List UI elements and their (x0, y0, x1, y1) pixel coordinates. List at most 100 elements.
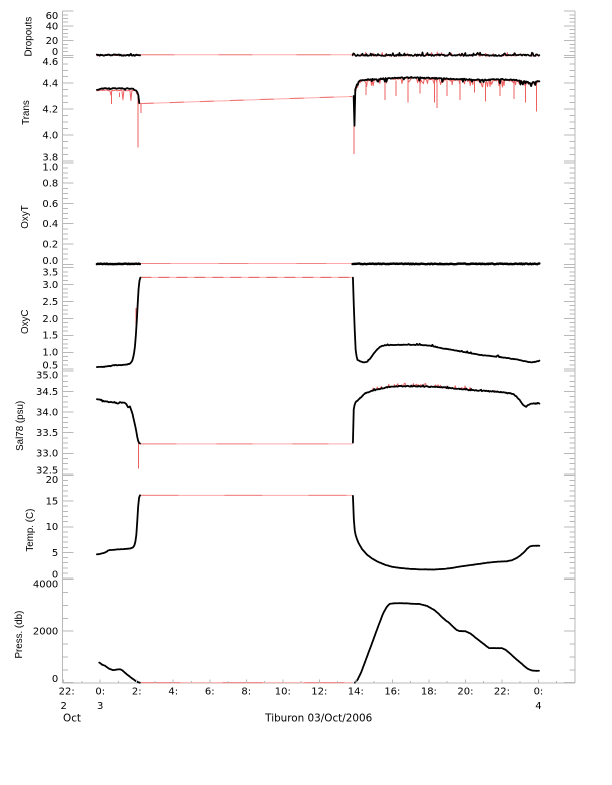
ytick-label: 10 (46, 522, 59, 533)
ytick-label: 20 (46, 475, 59, 486)
ytick-label: 20 (46, 36, 59, 47)
ylabel-oxyc: OxyC (20, 310, 31, 335)
series-oxyt-dive2 (351, 262, 541, 266)
series-trans-on-deck-gap-dashes (139, 95, 353, 105)
xtick-hour-label: 22: (59, 686, 75, 697)
ytick-label: 33.5 (36, 428, 58, 439)
ytick-label: 2.0 (42, 314, 58, 325)
panel-temp-data (96, 494, 541, 571)
month-label: Oct (63, 712, 81, 724)
ytick-label: 4.0 (42, 130, 58, 141)
xtick-day-label: 2 (60, 701, 66, 712)
ytick-label: 34.0 (36, 408, 58, 419)
ytick-label: 2000 (33, 627, 58, 638)
series-oxyt-dive1 (95, 262, 142, 266)
ytick-label: 0.6 (42, 199, 58, 210)
xtick-day-label: 3 (97, 701, 103, 712)
ytick-label: 0.4 (42, 219, 58, 230)
ytick-label: 1.0 (42, 348, 58, 359)
panel-press-ticks: 0 2000 4000 (33, 579, 575, 685)
ytick-label: 33.0 (36, 449, 58, 460)
ytick-label: 0.5 (42, 361, 58, 372)
panel-trans: 3.8 4.0 4.2 4.4 4.6 Trans (21, 56, 575, 164)
panel-trans-ticks: 3.8 4.0 4.2 4.4 4.6 (42, 56, 575, 164)
series-press-dive1 (98, 661, 141, 684)
ytick-label: 60 (46, 11, 59, 22)
panel-sal78-ticks: 32.5 33.0 33.5 34.0 34.5 35.0 (36, 370, 575, 476)
ytick-label: 15 (46, 496, 59, 507)
xtick-hour-label: 0: (95, 686, 105, 697)
series-oxyc-dive1 (96, 276, 142, 368)
ytick-label: 3.0 (42, 280, 58, 291)
ytick-label: 5 (52, 548, 58, 559)
ytick-label: 3.8 (42, 153, 58, 164)
ytick-label: 40 (46, 21, 59, 32)
ytick-label: 4.6 (42, 57, 58, 68)
xtick-hour-label: 10: (275, 686, 291, 697)
figure-title: Tiburon 03/Oct/2006 (264, 712, 372, 724)
ytick-label: 1.5 (42, 331, 58, 342)
ytick-label: 0.8 (42, 179, 58, 190)
series-dropouts-dive2 (351, 51, 541, 57)
xtick-hour-label: 18: (421, 686, 437, 697)
panel-dropouts-data (95, 51, 541, 57)
xtick-hour-label: 2: (132, 686, 142, 697)
series-trans-dive2 (352, 76, 541, 127)
xtick-hour-label: 16: (384, 686, 400, 697)
series-trans-dive1 (96, 87, 141, 104)
panel-temp-ticks: 0 5 10 15 20 (46, 474, 575, 581)
panel-oxyt-data (95, 262, 541, 266)
ytick-label: 0.0 (42, 256, 58, 267)
ylabel-sal78: Sal78 (psu) (15, 401, 26, 451)
ylabel-oxyt: OxyT (20, 205, 31, 228)
ylabel-temp: Temp. (C) (25, 509, 36, 552)
series-oxyc-dive2 (352, 276, 541, 364)
xtick-hour-label: 22: (494, 686, 510, 697)
axes-frame (62, 11, 576, 684)
panel-oxyc-ticks: 0.5 1.0 1.5 2.0 2.5 3.0 3.5 (42, 267, 575, 372)
ytick-label: 1.0 (42, 163, 58, 174)
ytick-label: 3.5 (42, 267, 58, 278)
ytick-label: 4000 (33, 579, 58, 590)
panel-temp: 0 5 10 15 20 Temp. (C) (25, 474, 575, 581)
ytick-label: 4.4 (42, 79, 58, 90)
xtick-hour-label: 4: (168, 686, 178, 697)
panel-oxyt-ticks: 0.0 0.2 0.4 0.6 0.8 1.0 (42, 162, 575, 267)
ytick-label: 34.5 (36, 387, 58, 398)
ytick-label: 0 (52, 674, 58, 685)
panel-sal78: 32.5 33.0 33.5 34.0 34.5 35.0 Sal78 (psu) (15, 370, 575, 476)
ytick-label: 2.5 (42, 297, 58, 308)
ytick-label: 32.5 (36, 465, 58, 476)
series-dropouts-dive1 (95, 52, 141, 57)
ylabel-dropouts: Dropouts (24, 17, 35, 57)
xtick-hour-label: 0: (534, 686, 544, 697)
ytick-label: 0 (52, 47, 58, 58)
panel-sal78-data (96, 382, 541, 469)
xtick-hour-label: 14: (348, 686, 364, 697)
ylabel-trans: Trans (21, 100, 32, 125)
xtick-hour-label: 6: (205, 686, 215, 697)
series-press-dive2 (354, 602, 540, 684)
series-sal78-dive2 (352, 384, 541, 444)
ytick-label: 0.2 (42, 239, 58, 250)
ytick-label: 0 (52, 570, 58, 581)
x-axis: 22: 0: 2: 4: 6: 8: 10: 12: 14: 16: 18: 20: 22: 0: 2 3 4 O… (59, 679, 576, 724)
xtick-hour-label: 20: (457, 686, 473, 697)
series-temp-dive2 (352, 495, 541, 571)
ytick-label: 4.2 (42, 105, 58, 116)
series-temp-dive1 (96, 494, 141, 556)
panel-oxyc: 0.5 1.0 1.5 2.0 2.5 3.0 3.5 OxyC (20, 267, 575, 372)
panel-oxyc-data (96, 276, 541, 368)
panel-trans-data (96, 76, 541, 154)
series-sal78-dive1 (96, 398, 141, 445)
xtick-hour-label: 12: (311, 686, 327, 697)
xtick-day-label: 4 (535, 701, 541, 712)
ytick-label: 35.0 (36, 371, 58, 382)
series-trans-dive1-raw (96, 89, 140, 102)
panel-oxyt: 0.0 0.2 0.4 0.6 0.8 1.0 OxyT (20, 162, 575, 267)
